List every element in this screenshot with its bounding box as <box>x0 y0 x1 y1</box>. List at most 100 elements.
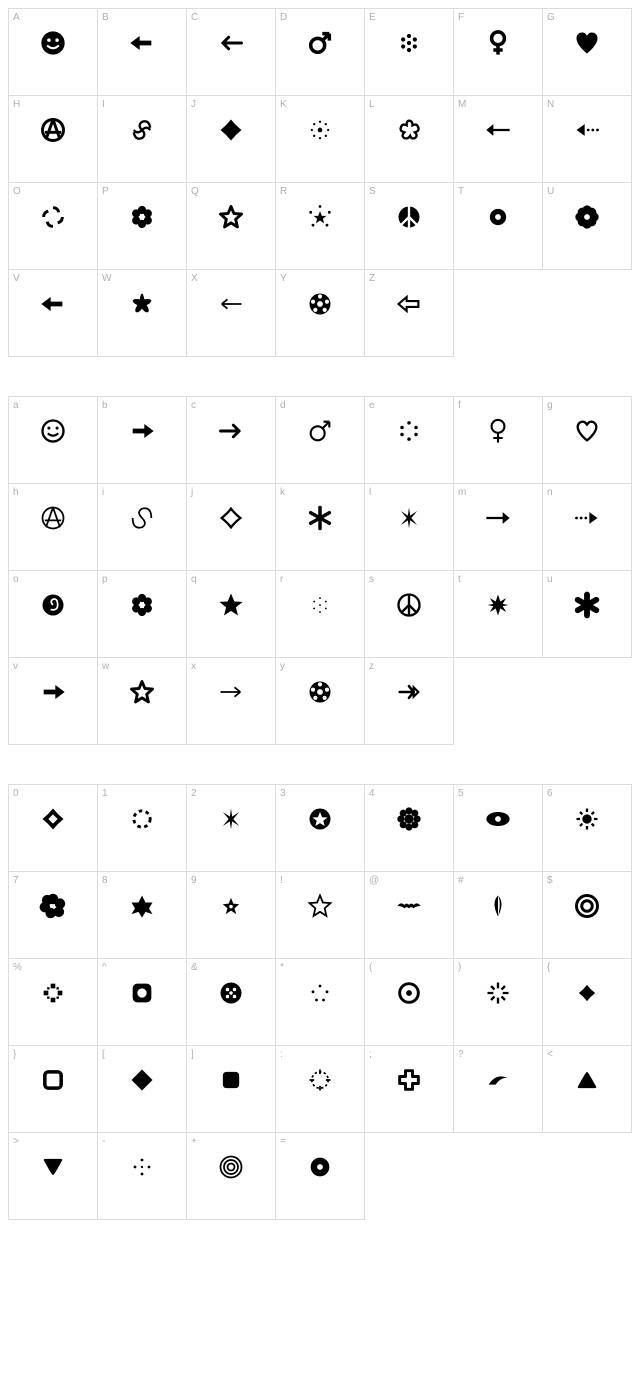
star-outline-thin-icon <box>300 886 340 926</box>
glyph-cell: i <box>97 483 187 571</box>
cell-label: f <box>458 400 461 411</box>
arrow-right-bold-icon <box>33 672 73 712</box>
cell-label: Q <box>191 186 199 197</box>
cell-label: & <box>191 962 198 973</box>
glyph-cell: U <box>542 182 632 270</box>
arrow-left-dotted-icon <box>567 110 607 150</box>
glyph-cell: < <box>542 1045 632 1133</box>
cell-label: m <box>458 487 466 498</box>
cell-label: O <box>13 186 21 197</box>
cell-label: ] <box>191 1049 194 1060</box>
glyph-cell: p <box>97 570 187 658</box>
glyph-cell: & <box>186 958 276 1046</box>
glyph-cell: G <box>542 8 632 96</box>
glyph-cell: h <box>8 483 98 571</box>
cell-label: j <box>191 487 193 498</box>
cell-label: ^ <box>102 962 107 973</box>
gear-small-icon <box>478 197 518 237</box>
glyph-cell: - <box>97 1132 187 1220</box>
glyph-cell: m <box>453 483 543 571</box>
glyph-cell: S <box>364 182 454 270</box>
starburst-8-icon <box>211 799 251 839</box>
star-in-circle-icon <box>300 799 340 839</box>
plus-outline-icon <box>389 1060 429 1100</box>
glyph-cell: 1 <box>97 784 187 872</box>
cell-label: F <box>458 12 464 23</box>
glyph-cell: 7 <box>8 871 98 959</box>
cell-label: d <box>280 400 286 411</box>
fractal-icon <box>33 973 73 1013</box>
cell-label: h <box>13 487 19 498</box>
cell-label: L <box>369 99 375 110</box>
cell-label: ) <box>458 962 461 973</box>
cell-label: P <box>102 186 109 197</box>
glyph-cell: e <box>364 396 454 484</box>
glyph-cell: ! <box>275 871 365 959</box>
cell-label: k <box>280 487 285 498</box>
cell-label: p <box>102 574 108 585</box>
cell-label: N <box>547 99 554 110</box>
glyph-cell: l <box>364 483 454 571</box>
glyph-cell: c <box>186 396 276 484</box>
cell-label: J <box>191 99 196 110</box>
cell-label: - <box>102 1136 105 1147</box>
cell-label: @ <box>369 875 379 886</box>
glyph-cell: w <box>97 657 187 745</box>
glyph-cell: n <box>542 483 632 571</box>
cell-label: B <box>102 12 109 23</box>
glyph-cell: J <box>186 95 276 183</box>
peace-sign-icon <box>389 197 429 237</box>
cell-label: U <box>547 186 554 197</box>
sun-small-icon <box>567 799 607 839</box>
glyph-cell: D <box>275 8 365 96</box>
diamond-solid-icon <box>122 1060 162 1100</box>
diamond-filled-icon <box>211 110 251 150</box>
glyph-cell: g <box>542 396 632 484</box>
glyph-cell: j <box>186 483 276 571</box>
star-filled-icon <box>211 585 251 625</box>
glyph-cell: > <box>8 1132 98 1220</box>
glyph-cell: k <box>275 483 365 571</box>
glyph-cell: I <box>97 95 187 183</box>
cell-label: H <box>13 99 20 110</box>
spiral-galaxy-icon <box>122 110 162 150</box>
cell-label: v <box>13 661 18 672</box>
cell-label: t <box>458 574 461 585</box>
dots-5-icon <box>300 973 340 1013</box>
cell-label: < <box>547 1049 553 1060</box>
heart-filled-icon <box>567 23 607 63</box>
flower-6-filled-icon <box>122 585 162 625</box>
cell-label: K <box>280 99 287 110</box>
circle-dashed-icon <box>122 799 162 839</box>
cell-label: X <box>191 273 198 284</box>
arrow-left-bold-icon <box>122 23 162 63</box>
circle-dots-pattern-icon <box>211 973 251 1013</box>
cell-label: : <box>280 1049 283 1060</box>
glyph-cell: + <box>186 1132 276 1220</box>
square-hollow-icon <box>33 1060 73 1100</box>
glyph-cell: 3 <box>275 784 365 872</box>
cell-label: 7 <box>13 875 19 886</box>
glyph-cell: N <box>542 95 632 183</box>
glyph-cell: f <box>453 396 543 484</box>
glyph-cell: B <box>97 8 187 96</box>
arrow-right-tail-icon <box>478 498 518 538</box>
circle-ring-dot-icon <box>300 1147 340 1187</box>
smiley-filled-icon <box>33 23 73 63</box>
cell-label: g <box>547 400 553 411</box>
glyph-grid-lowercase: abcdefghijklmnopqrstuvwxyz <box>8 396 632 744</box>
glyph-cell: * <box>275 958 365 1046</box>
flower-bold-icon <box>567 197 607 237</box>
cell-label: Z <box>369 273 375 284</box>
diamond-small-icon <box>567 973 607 1013</box>
diamond-outline-icon <box>211 498 251 538</box>
cell-label: * <box>280 962 284 973</box>
cell-label: W <box>102 273 111 284</box>
female-sign-icon <box>478 23 518 63</box>
cell-label: A <box>13 12 20 23</box>
cell-label: l <box>369 487 371 498</box>
glyph-cell: # <box>453 871 543 959</box>
cell-label: 9 <box>191 875 197 886</box>
square-rounded-filled-icon <box>211 1060 251 1100</box>
cell-label: 3 <box>280 788 286 799</box>
